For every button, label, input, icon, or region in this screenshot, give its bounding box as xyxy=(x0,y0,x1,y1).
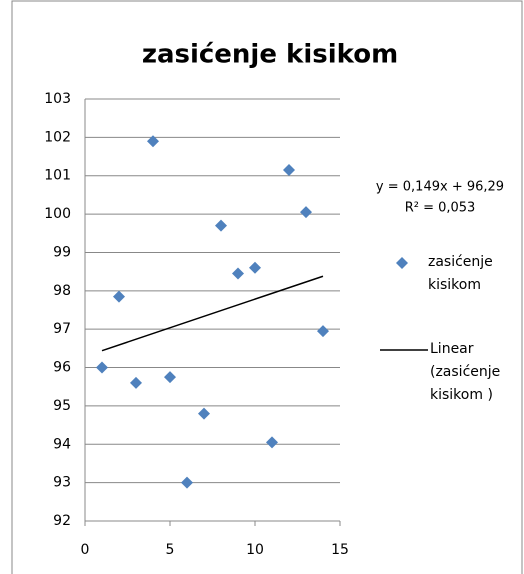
y-tick-label: 103 xyxy=(44,91,71,107)
legend-marker xyxy=(396,257,408,269)
point xyxy=(249,261,261,274)
point xyxy=(215,219,227,232)
y-tick-label: 96 xyxy=(53,360,71,376)
point xyxy=(317,325,329,338)
chart-border xyxy=(11,0,523,574)
point xyxy=(266,436,278,449)
legend-label: zasićenje kisikom xyxy=(428,254,493,293)
point xyxy=(96,361,108,374)
point xyxy=(164,371,176,384)
trend-r-squared: R² = 0,053 xyxy=(405,201,476,216)
point xyxy=(147,135,159,148)
legend-label: Linear (zasićenje kisikom ) xyxy=(430,341,501,403)
y-tick-label: 92 xyxy=(53,513,71,529)
point xyxy=(181,476,193,489)
y-tick-label: 101 xyxy=(44,168,71,184)
point xyxy=(130,376,142,389)
y-tick-label: 98 xyxy=(53,283,71,299)
point xyxy=(232,267,244,280)
point xyxy=(283,163,295,176)
trendline xyxy=(101,275,324,352)
x-tick-label: 0 xyxy=(81,542,90,558)
point xyxy=(198,407,210,420)
y-tick-label: 94 xyxy=(53,436,71,452)
point xyxy=(113,290,125,303)
point xyxy=(300,206,312,219)
y-tick-label: 99 xyxy=(53,244,71,260)
x-tick-label: 15 xyxy=(331,542,349,558)
y-tick-label: 100 xyxy=(44,206,71,222)
y-tick-label: 97 xyxy=(53,321,71,337)
y-tick-label: 95 xyxy=(53,398,71,414)
y-tick-label: 102 xyxy=(44,129,71,145)
y-tick-label: 93 xyxy=(53,475,71,491)
trend-equation: y = 0,149x + 96,29 xyxy=(376,180,504,195)
x-tick-label: 10 xyxy=(246,542,264,558)
x-tick-label: 5 xyxy=(166,542,175,558)
chart-title: zasićenje kisikom xyxy=(142,40,398,70)
